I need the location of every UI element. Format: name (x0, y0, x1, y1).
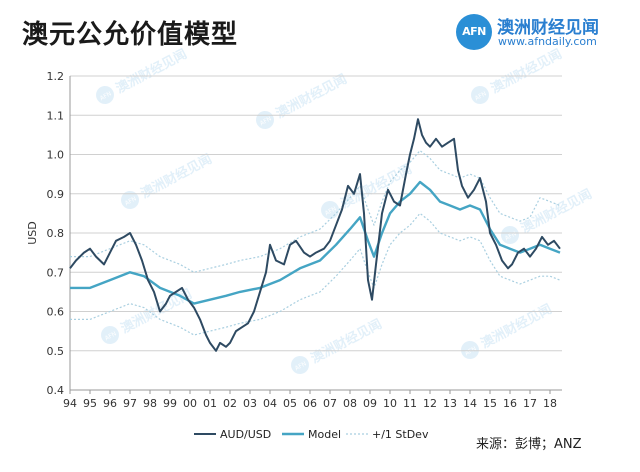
x-tick-label: 04 (263, 397, 277, 410)
legend-label: +/1 StDev (372, 428, 429, 441)
upper-stdev-line (70, 150, 561, 273)
x-tick-label: 11 (403, 397, 417, 410)
y-tick-label: 1.0 (47, 149, 65, 162)
x-tick-label: 95 (83, 397, 97, 410)
x-tick-label: 06 (303, 397, 317, 410)
x-tick-label: 02 (223, 397, 237, 410)
watermark-logo-text: AFN (504, 230, 518, 242)
watermark-logo-text: AFN (294, 360, 308, 372)
watermark: AFN 澳洲财经见闻 (291, 316, 385, 374)
x-tick-label: 05 (283, 397, 297, 410)
watermark-logo-text: AFN (99, 90, 113, 102)
x-tick-label: 10 (383, 397, 397, 410)
watermark: AFN 澳洲财经见闻 (321, 161, 415, 219)
watermark: AFN 澳洲财经见闻 (101, 286, 195, 344)
watermark-logo-text: AFN (474, 90, 488, 102)
watermark-text: 澳洲财经见闻 (273, 71, 349, 122)
x-tick-label: 13 (443, 397, 457, 410)
x-tick-label: 99 (163, 397, 177, 410)
model-line (70, 180, 561, 305)
watermark-logo-text: AFN (464, 345, 478, 357)
y-tick-label: 0.5 (47, 345, 65, 358)
watermark-text: 澳洲财经见闻 (478, 301, 554, 352)
x-tick-label: 03 (243, 397, 257, 410)
watermark-logo-text: AFN (259, 115, 273, 127)
x-tick-label: 09 (363, 397, 377, 410)
source-note: 来源：彭博；ANZ (476, 437, 582, 452)
y-tick-label: 0.7 (47, 266, 65, 279)
watermark: AFN 澳洲财经见闻 (121, 151, 215, 209)
page-title: 澳元公允价值模型 (22, 20, 239, 50)
x-tick-label: 16 (503, 397, 517, 410)
x-tick-label: 08 (343, 397, 357, 410)
y-tick-label: 0.6 (47, 306, 65, 319)
afn-logo-icon: AFN (456, 14, 492, 50)
watermark-logo-text: AFN (124, 195, 138, 207)
x-tick-label: 12 (423, 397, 437, 410)
watermark: AFN 澳洲财经见闻 (461, 301, 555, 359)
x-tick-label: 96 (103, 397, 117, 410)
y-tick-label: 0.9 (47, 188, 65, 201)
x-tick-label: 94 (63, 397, 77, 410)
x-tick-label: 14 (463, 397, 477, 410)
x-tick-label: 98 (143, 397, 157, 410)
y-tick-label: 1.1 (47, 109, 65, 122)
watermark-text: 澳洲财经见闻 (113, 46, 189, 97)
brand-header: AFN 澳洲财经见闻 www.afndaily.com (456, 12, 636, 52)
aud-usd-line (69, 118, 561, 352)
watermark-text: 澳洲财经见闻 (308, 316, 384, 367)
y-tick-label: 0.4 (47, 384, 65, 397)
legend-label: Model (308, 428, 341, 441)
watermark: AFN 澳洲财经见闻 (256, 71, 350, 129)
watermark-logo-text: AFN (324, 205, 338, 217)
watermark-logo-icon (291, 356, 309, 374)
brand-url: www.afndaily.com (498, 35, 597, 48)
watermark-logo-icon (461, 341, 479, 359)
watermark-logo-icon (501, 226, 519, 244)
legend-label: AUD/USD (220, 428, 271, 441)
y-axis-label: USD (26, 221, 39, 245)
y-tick-label: 0.8 (47, 227, 65, 240)
y-tick-label: 1.2 (47, 70, 65, 83)
watermark-logo-text: AFN (104, 330, 118, 342)
x-tick-label: 01 (203, 397, 217, 410)
x-tick-label: 97 (123, 397, 137, 410)
watermark-logo-icon (101, 326, 119, 344)
brand-name: 澳洲财经见闻 (497, 18, 599, 38)
watermark-logo-icon (96, 86, 114, 104)
watermark-logo-icon (121, 191, 139, 209)
x-tick-label: 07 (323, 397, 337, 410)
x-tick-label: 18 (543, 397, 557, 410)
x-tick-label: 15 (483, 397, 497, 410)
watermark-logo-icon (471, 86, 489, 104)
watermark-text: 澳洲财经见闻 (488, 46, 564, 97)
x-tick-label: 00 (183, 397, 197, 410)
x-tick-label: 17 (523, 397, 537, 410)
